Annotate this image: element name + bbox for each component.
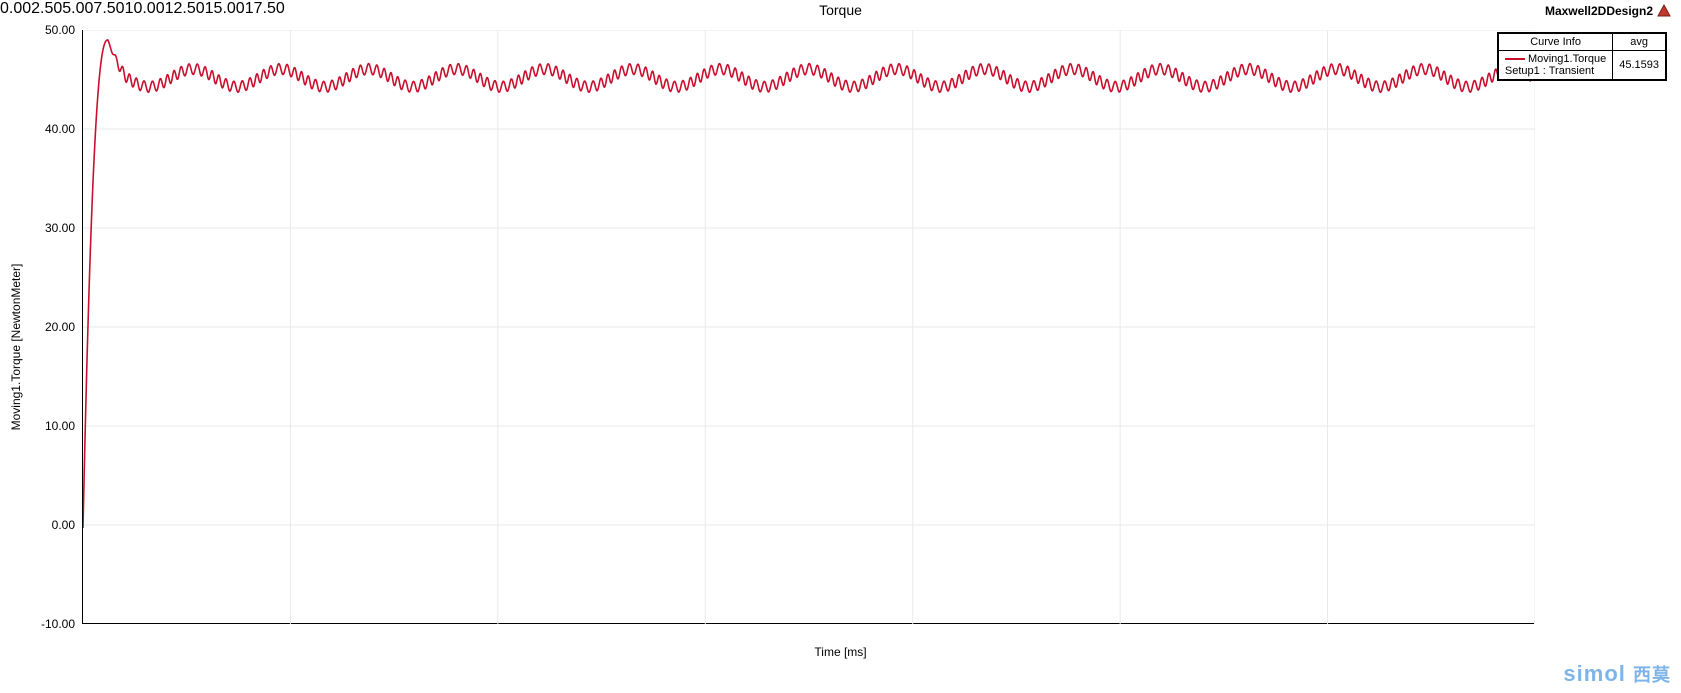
grid-lines (83, 30, 1535, 624)
legend-header-info: Curve Info (1498, 34, 1612, 51)
chart-title: Torque (0, 2, 1681, 18)
plot-area[interactable] (82, 30, 1534, 624)
design-name-label: Maxwell2DDesign2 (1545, 4, 1653, 18)
watermark: simol 西莫 (1563, 661, 1671, 687)
legend-avg-value: 45.1593 (1613, 51, 1666, 80)
y-axis-label: Moving1.Torque [NewtonMeter] (9, 263, 23, 430)
design-icon (1657, 4, 1671, 18)
x-axis-label: Time [ms] (0, 645, 1681, 659)
legend-header-avg: avg (1613, 34, 1666, 51)
legend-swatch-icon (1505, 55, 1525, 63)
watermark-text: simol (1563, 661, 1625, 686)
legend-box[interactable]: Curve Info avg Moving1.Torque Setup1 : T… (1497, 32, 1667, 81)
trace-moving1-torque (83, 40, 1535, 528)
watermark-cn: 西莫 (1633, 665, 1671, 685)
legend-curve-setup: Setup1 : Transient (1505, 65, 1594, 77)
legend-header-row: Curve Info avg (1498, 34, 1665, 51)
legend-row[interactable]: Moving1.Torque Setup1 : Transient 45.159… (1498, 51, 1665, 80)
legend-curve-cell: Moving1.Torque Setup1 : Transient (1498, 51, 1612, 80)
legend-curve-name: Moving1.Torque (1528, 53, 1606, 65)
